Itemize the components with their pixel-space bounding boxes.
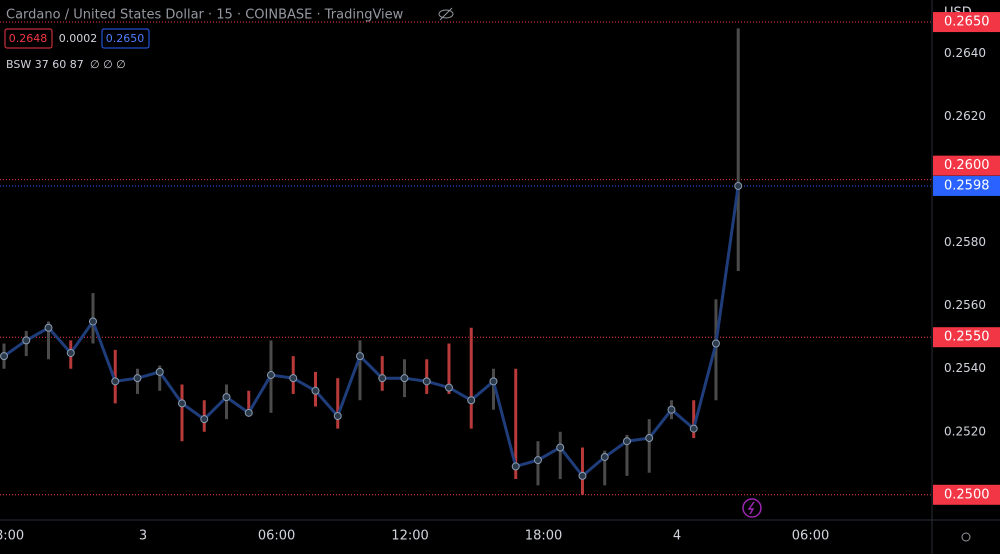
price-badge [933, 484, 1000, 505]
y-tick-label: 0.2580 [944, 235, 986, 249]
x-tick-label: 3 [139, 529, 147, 544]
indicator-point [311, 386, 320, 395]
indicator-point [578, 471, 587, 480]
bid[interactable]: 0.2648 [9, 32, 48, 45]
eye-icon[interactable] [438, 7, 454, 21]
price-badge-label: 0.2500 [944, 487, 990, 502]
indicator-point [244, 408, 253, 417]
price-badge [933, 155, 1000, 176]
x-tick-label: 18:00 [525, 529, 562, 544]
indicator-point [711, 339, 720, 348]
indicator-point [622, 437, 631, 446]
indicator-point [289, 374, 298, 383]
plot-area [0, 21, 932, 496]
indicator-point [266, 371, 275, 380]
y-tick-label: 0.2520 [944, 424, 986, 438]
indicator-point [44, 323, 53, 332]
indicator-point [734, 181, 743, 190]
price-badge-label: 0.2550 [944, 330, 990, 345]
indicator-point [333, 412, 342, 420]
indicator-point [489, 377, 498, 386]
indicator-point [378, 374, 387, 383]
indicator-point [22, 336, 31, 345]
indicator-point [645, 434, 654, 443]
indicator-point [155, 367, 164, 376]
x-tick-label: 8:00 [0, 529, 24, 544]
spread: 0.0002 [59, 32, 98, 45]
indicator-point [511, 462, 520, 471]
x-tick-label: 12:00 [391, 529, 428, 544]
y-tick-label: 0.2540 [944, 361, 986, 375]
y-tick-label: 0.2560 [944, 298, 986, 312]
indicator-point [133, 374, 142, 383]
x-tick-label: 06:00 [258, 529, 295, 544]
flash-icon[interactable] [742, 498, 762, 518]
indicator-point [400, 374, 409, 383]
indicator-point [66, 348, 75, 357]
settings-icon[interactable] [961, 532, 971, 542]
indicator-point [111, 377, 120, 386]
y-tick-label: 0.2620 [944, 109, 986, 123]
indicator-point [222, 393, 231, 402]
ask-box[interactable] [101, 28, 150, 49]
symbol-title: Cardano / United States Dollar · 15 · CO… [6, 8, 404, 23]
indicator-point [177, 399, 186, 408]
bid-box[interactable] [4, 28, 53, 49]
x-tick-label: 4 [673, 529, 681, 544]
indicator-point [556, 443, 565, 452]
indicator-point [88, 317, 97, 326]
indicator-point [667, 405, 676, 414]
indicator-point [422, 377, 431, 386]
price-badge-label: 0.2650 [944, 15, 990, 30]
indicator-point [533, 456, 542, 465]
x-tick-label: 06:00 [792, 529, 829, 544]
indicator-point [200, 415, 209, 424]
indicator-point [0, 352, 9, 361]
price-badge [933, 327, 1000, 348]
indicator-point [355, 352, 364, 361]
indicator-point [467, 396, 476, 405]
price-badge [933, 12, 1000, 33]
price-badge-label: 0.2598 [944, 178, 990, 193]
indicator-values: ∅ ∅ ∅ [90, 58, 126, 71]
price-badge [933, 175, 1000, 196]
indicator-point [600, 452, 609, 461]
indicator: BSW 37 60 87 [6, 58, 84, 71]
price-badge-label: 0.2600 [944, 158, 990, 173]
ask[interactable]: 0.2650 [106, 32, 145, 45]
indicator-point [689, 424, 698, 433]
y-tick-label: 0.2640 [944, 46, 986, 60]
indicator-line [3, 185, 740, 479]
indicator-point [444, 383, 453, 392]
